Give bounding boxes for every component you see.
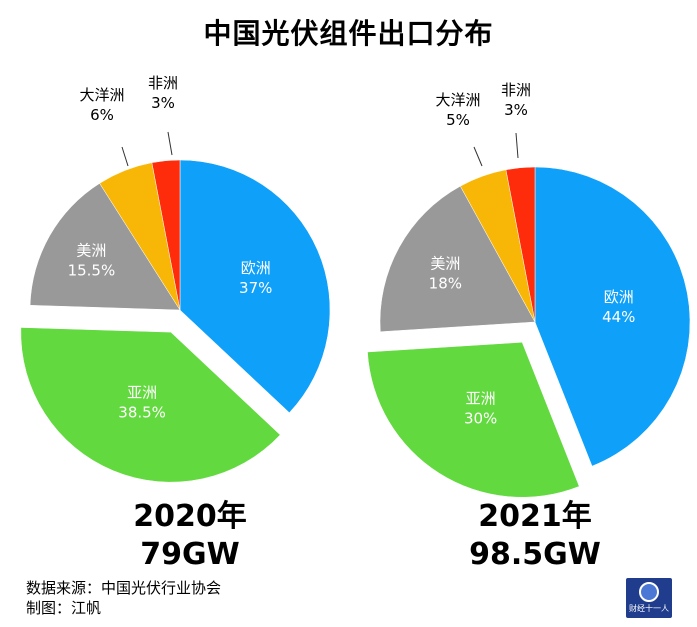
slice-label-0-3-name: 大洋洲 xyxy=(79,86,124,104)
slice-label-0-4-value: 3% xyxy=(151,94,175,112)
slice-label-0-3-value: 6% xyxy=(90,106,114,124)
publisher-logo: 财经十一人 xyxy=(626,578,672,618)
total-label-2021: 98.5GW xyxy=(469,537,601,572)
source-note: 数据来源：中国光伏行业协会 制图：江帆 xyxy=(26,578,221,618)
slice-0-0 xyxy=(179,159,331,414)
slice-1-4 xyxy=(505,166,536,323)
leader-line-0-3 xyxy=(121,146,129,167)
slice-label-1-2-name: 美洲 xyxy=(430,255,460,273)
slice-label-0-2-name: 美洲 xyxy=(76,241,106,259)
slice-0-4 xyxy=(151,159,181,311)
slice-label-1-1-value: 30% xyxy=(464,410,497,428)
slice-label-1-4-value: 3% xyxy=(504,101,528,119)
total-label-2020: 79GW xyxy=(140,537,240,572)
slice-label-0-4-name: 非洲 xyxy=(148,74,178,92)
leader-line-1-3 xyxy=(473,146,483,167)
slice-label-0-2-value: 15.5% xyxy=(68,261,116,279)
slice-1-2 xyxy=(379,185,536,332)
slice-label-0-1-value: 38.5% xyxy=(118,403,166,421)
slice-1-0 xyxy=(534,166,691,467)
globe-icon xyxy=(639,582,659,602)
year-label-2021: 2021年 xyxy=(478,499,592,534)
author-text: 制图：江帆 xyxy=(26,599,102,617)
leader-line-1-4 xyxy=(515,132,519,159)
slice-label-1-3-name: 大洋洲 xyxy=(435,91,480,109)
logo-text: 财经十一人 xyxy=(629,604,669,613)
slice-label-1-4-name: 非洲 xyxy=(501,81,531,99)
caption-2020: 2020年 79GW xyxy=(95,498,285,574)
caption-2021: 2021年 98.5GW xyxy=(430,498,640,574)
chart-title: 中国光伏组件出口分布 xyxy=(203,17,494,50)
data-source-text: 数据来源：中国光伏行业协会 xyxy=(26,579,222,597)
year-label-2020: 2020年 xyxy=(133,499,247,534)
slice-label-1-0-value: 44% xyxy=(602,308,635,326)
slice-label-0-0-name: 欧洲 xyxy=(241,259,271,277)
slice-label-1-2-value: 18% xyxy=(429,275,462,293)
slice-label-1-0-name: 欧洲 xyxy=(604,288,634,306)
slice-label-0-0-value: 37% xyxy=(239,279,272,297)
slice-0-2 xyxy=(29,183,181,311)
slice-1-1 xyxy=(367,342,580,498)
slice-label-1-1-name: 亚洲 xyxy=(466,390,496,408)
slice-label-0-1-name: 亚洲 xyxy=(127,383,157,401)
slice-label-1-3-value: 5% xyxy=(446,111,470,129)
slice-0-1 xyxy=(20,327,281,483)
leader-line-0-4 xyxy=(167,131,173,156)
